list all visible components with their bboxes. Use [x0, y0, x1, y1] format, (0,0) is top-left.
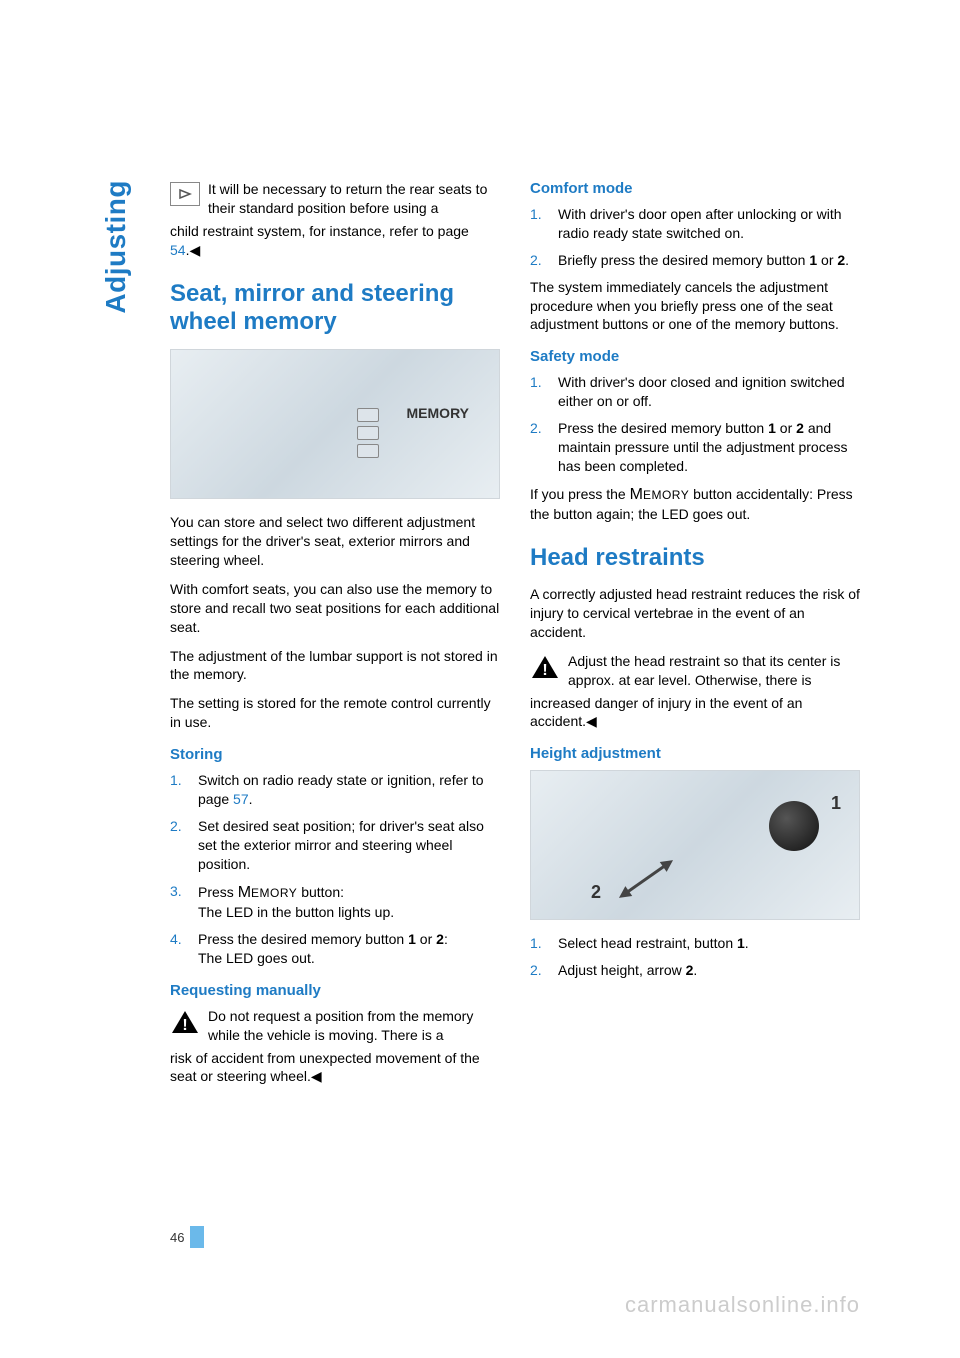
safety-steps: With driver's door closed and ignition s…: [530, 373, 860, 475]
heading-requesting-manually: Requesting manually: [170, 982, 500, 999]
warning-requesting: ! Do not request a position from the mem…: [170, 1007, 500, 1087]
warning-text-start: Adjust the head restraint so that its ce…: [568, 652, 860, 690]
note-icon: [170, 182, 200, 206]
page-ref-54[interactable]: 54: [170, 242, 186, 258]
figure-memory-buttons: MEMORY: [170, 349, 500, 499]
comfort-steps: With driver's door open after unlocking …: [530, 205, 860, 270]
list-item: Adjust height, arrow 2.: [530, 961, 860, 980]
warning-text-start: Do not request a position from the memor…: [208, 1007, 500, 1045]
note-end: .◀: [186, 242, 201, 258]
paragraph: The setting is stored for the remote con…: [170, 694, 500, 732]
heading-storing: Storing: [170, 746, 500, 763]
list-item: Switch on radio ready state or ignition,…: [170, 771, 500, 809]
note-text-cont: child restraint system, for instance, re…: [170, 223, 469, 239]
list-item: Select head restraint, button 1.: [530, 934, 860, 953]
figure-memory-label: MEMORY: [407, 405, 469, 421]
figure-label-1: 1: [831, 793, 841, 814]
paragraph: You can store and select two different a…: [170, 513, 500, 570]
storing-steps: Switch on radio ready state or ignition,…: [170, 771, 500, 968]
warning-icon: !: [530, 654, 560, 680]
heading-head-restraints: Head restraints: [530, 544, 860, 573]
paragraph: With comfort seats, you can also use the…: [170, 580, 500, 637]
left-column: It will be necessary to return the rear …: [170, 180, 500, 1096]
warning-text-cont: increased danger of injury in the event …: [530, 694, 860, 732]
page-ref-57[interactable]: 57: [233, 791, 249, 807]
svg-text:!: !: [182, 1017, 187, 1034]
warning-head-restraint: ! Adjust the head restraint so that its …: [530, 652, 860, 732]
page-number: 46: [170, 1230, 184, 1245]
heading-comfort-mode: Comfort mode: [530, 180, 860, 197]
svg-text:!: !: [542, 662, 547, 679]
list-item: With driver's door open after unlocking …: [530, 205, 860, 243]
warning-text-cont: risk of accident from unexpected movemen…: [170, 1049, 500, 1087]
list-item: Press MEMORY button: The LED in the butt…: [170, 882, 500, 922]
list-item: Briefly press the desired memory button …: [530, 251, 860, 270]
height-steps: Select head restraint, button 1. Adjust …: [530, 934, 860, 980]
warning-icon: !: [170, 1009, 200, 1035]
heading-seat-memory: Seat, mirror and steering wheel memory: [170, 280, 500, 338]
paragraph: The system immediately cancels the adjus…: [530, 278, 860, 335]
paragraph: A correctly adjusted head restraint redu…: [530, 585, 860, 642]
list-item: Press the desired memory button 1 or 2: …: [170, 930, 500, 968]
paragraph: The adjustment of the lumbar support is …: [170, 647, 500, 685]
note-text-start: It will be necessary to return the rear …: [208, 180, 500, 218]
figure-height-adjustment: 1 2: [530, 770, 860, 920]
list-item: Press the desired memory button 1 or 2 a…: [530, 419, 860, 476]
list-item: Set desired seat position; for driver's …: [170, 817, 500, 874]
heading-safety-mode: Safety mode: [530, 348, 860, 365]
page-tab-marker: [190, 1226, 204, 1248]
figure-label-2: 2: [591, 882, 601, 903]
right-column: Comfort mode With driver's door open aft…: [530, 180, 860, 1096]
paragraph: If you press the MEMORY button accidenta…: [530, 484, 860, 524]
list-item: With driver's door closed and ignition s…: [530, 373, 860, 411]
note-rear-seats: It will be necessary to return the rear …: [170, 180, 500, 260]
watermark: carmanualsonline.info: [625, 1292, 860, 1318]
section-title: Adjusting: [100, 180, 132, 314]
heading-height-adjustment: Height adjustment: [530, 745, 860, 762]
page-number-block: 46: [170, 1226, 204, 1248]
